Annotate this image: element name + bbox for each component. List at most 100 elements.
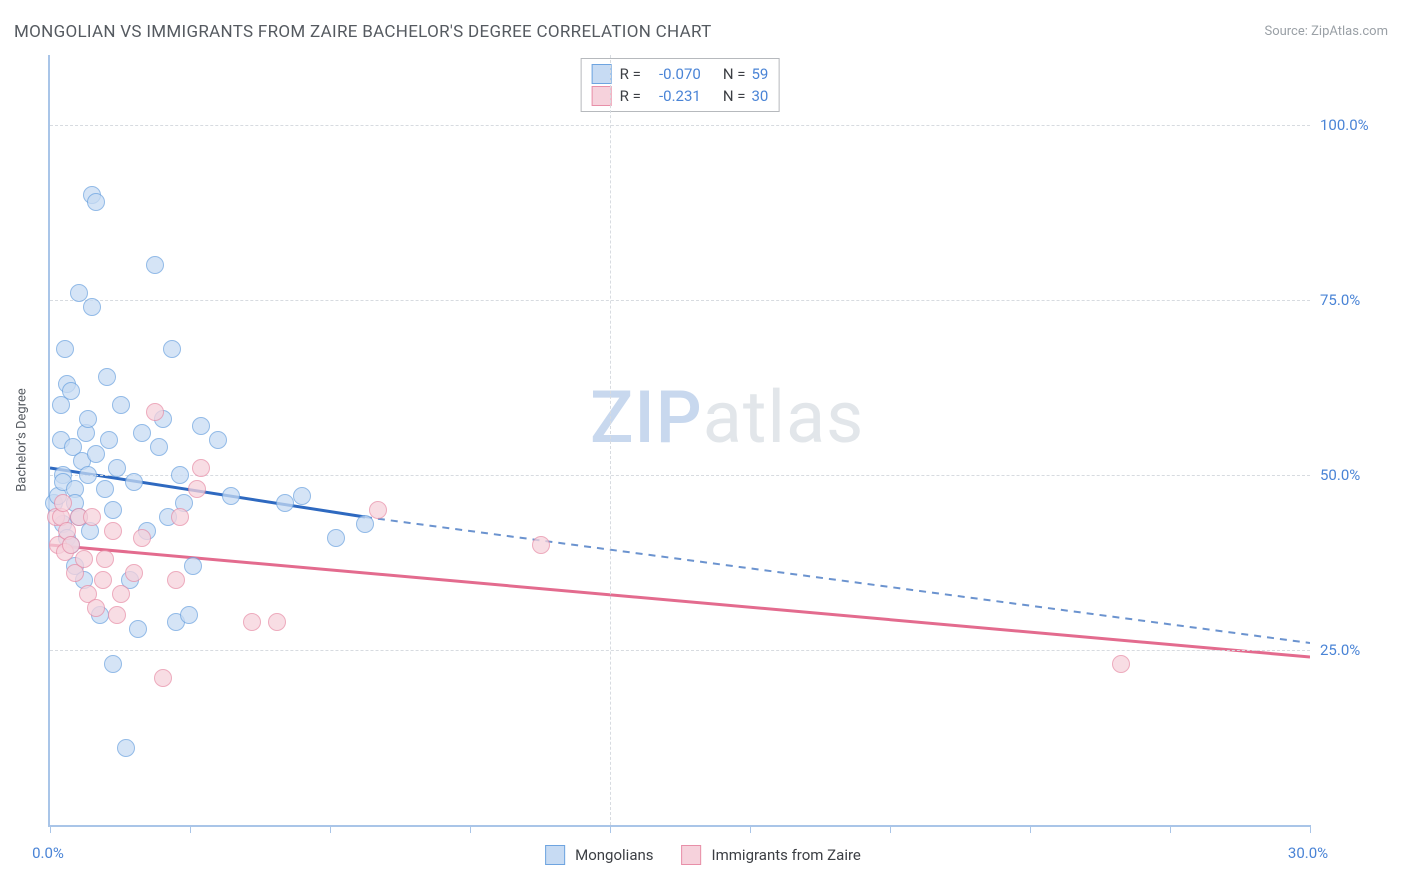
scatter-point — [133, 529, 151, 547]
bottom-legend: Mongolians Immigrants from Zaire — [545, 845, 861, 865]
scatter-point — [104, 655, 122, 673]
gridline-horizontal — [50, 125, 1310, 126]
chart-title: MONGOLIAN VS IMMIGRANTS FROM ZAIRE BACHE… — [14, 22, 712, 42]
gridline-horizontal — [50, 300, 1310, 301]
x-tick-label: 30.0% — [1288, 844, 1328, 862]
scatter-point — [192, 459, 210, 477]
scatter-point — [222, 487, 240, 505]
scatter-point — [369, 501, 387, 519]
y-tick-label: 50.0% — [1320, 466, 1360, 484]
scatter-point — [125, 473, 143, 491]
scatter-point — [96, 480, 114, 498]
scatter-point — [108, 606, 126, 624]
stats-r-label-1: R = — [620, 63, 641, 85]
x-tick-mark — [750, 825, 751, 833]
gridline-horizontal — [50, 650, 1310, 651]
scatter-point — [87, 193, 105, 211]
scatter-point — [75, 550, 93, 568]
scatter-point — [112, 396, 130, 414]
stats-r-value-1: -0.070 — [647, 63, 701, 85]
gridline-horizontal — [50, 475, 1310, 476]
y-tick-label: 25.0% — [1320, 641, 1360, 659]
stats-n-label-2: N = — [723, 85, 746, 107]
scatter-point — [98, 368, 116, 386]
scatter-point — [150, 438, 168, 456]
x-tick-mark — [190, 825, 191, 833]
scatter-point — [112, 585, 130, 603]
legend-label-1: Mongolians — [575, 846, 653, 864]
gridline-vertical — [610, 55, 611, 825]
source-attribution: Source: ZipAtlas.com — [1264, 24, 1388, 39]
scatter-point — [243, 613, 261, 631]
scatter-point — [163, 340, 181, 358]
stats-r-label-2: R = — [620, 85, 641, 107]
scatter-point — [125, 564, 143, 582]
scatter-point — [104, 501, 122, 519]
scatter-point — [268, 613, 286, 631]
scatter-point — [62, 382, 80, 400]
scatter-point — [276, 494, 294, 512]
scatter-point — [83, 298, 101, 316]
scatter-point — [87, 599, 105, 617]
scatter-point — [192, 417, 210, 435]
stats-n-label-1: N = — [723, 63, 746, 85]
scatter-point — [171, 508, 189, 526]
legend-label-2: Immigrants from Zaire — [712, 846, 861, 864]
scatter-point — [356, 515, 374, 533]
scatter-point — [154, 669, 172, 687]
scatter-point — [180, 606, 198, 624]
stats-n-value-2: 30 — [751, 85, 768, 107]
x-tick-mark — [1310, 825, 1311, 833]
scatter-point — [184, 557, 202, 575]
scatter-point — [117, 739, 135, 757]
legend-item-zaire: Immigrants from Zaire — [682, 845, 861, 865]
x-tick-mark — [470, 825, 471, 833]
scatter-point — [167, 571, 185, 589]
stats-r-value-2: -0.231 — [647, 85, 701, 107]
scatter-point — [100, 431, 118, 449]
legend-swatch-pink — [682, 845, 702, 865]
scatter-point — [83, 508, 101, 526]
x-tick-mark — [610, 825, 611, 833]
stats-row-1: R = -0.070 N = 59 — [592, 63, 769, 85]
scatter-point — [327, 529, 345, 547]
scatter-point — [171, 466, 189, 484]
scatter-point — [133, 424, 151, 442]
scatter-point — [108, 459, 126, 477]
stats-row-2: R = -0.231 N = 30 — [592, 85, 769, 107]
watermark: ZIPatlas — [590, 375, 864, 460]
chart-plot-area: ZIPatlas R = -0.070 N = 59 R = -0.231 N … — [48, 55, 1310, 827]
scatter-point — [54, 494, 72, 512]
y-tick-label: 100.0% — [1320, 116, 1369, 134]
scatter-point — [293, 487, 311, 505]
stats-swatch-pink — [592, 86, 612, 106]
scatter-point — [146, 256, 164, 274]
scatter-point — [87, 445, 105, 463]
regression-lines — [50, 55, 1310, 825]
scatter-point — [104, 522, 122, 540]
scatter-point — [79, 466, 97, 484]
scatter-point — [532, 536, 550, 554]
x-tick-mark — [1030, 825, 1031, 833]
x-tick-mark — [50, 825, 51, 833]
scatter-point — [209, 431, 227, 449]
watermark-atlas: atlas — [703, 375, 865, 460]
x-tick-mark — [1170, 825, 1171, 833]
legend-item-mongolians: Mongolians — [545, 845, 653, 865]
y-axis-label: Bachelor's Degree — [15, 388, 30, 492]
scatter-point — [146, 403, 164, 421]
scatter-point — [56, 340, 74, 358]
watermark-zip: ZIP — [590, 375, 703, 460]
scatter-point — [188, 480, 206, 498]
x-tick-label: 0.0% — [32, 844, 64, 862]
stats-n-value-1: 59 — [751, 63, 768, 85]
stats-swatch-blue — [592, 64, 612, 84]
y-tick-label: 75.0% — [1320, 291, 1360, 309]
scatter-point — [96, 550, 114, 568]
scatter-point — [94, 571, 112, 589]
scatter-point — [79, 410, 97, 428]
scatter-point — [1112, 655, 1130, 673]
x-tick-mark — [890, 825, 891, 833]
legend-swatch-blue — [545, 845, 565, 865]
scatter-point — [129, 620, 147, 638]
